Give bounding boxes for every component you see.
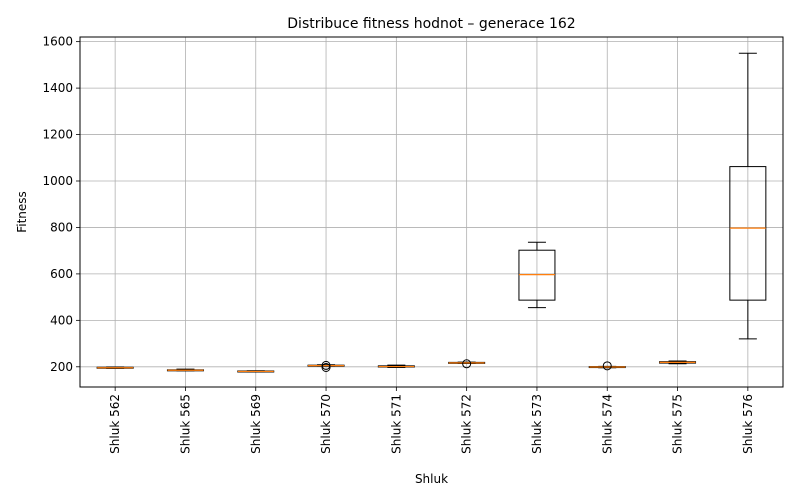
boxes: [96, 52, 767, 373]
box-2: [237, 370, 275, 373]
chart-title: Distribuce fitness hodnot – generace 162: [287, 16, 575, 32]
y-ticks: 200 400 600 800 1000 1200 1400 1600: [42, 35, 80, 374]
box-8: [659, 360, 697, 365]
x-axis-label: Shluk: [415, 472, 448, 486]
y-tick-label: 1600: [42, 35, 73, 49]
x-tick-label: Shluk 572: [460, 394, 474, 454]
outlier-point: [602, 361, 612, 371]
box-5: [448, 359, 486, 369]
x-tick-label: Shluk 565: [178, 394, 192, 454]
x-tick-label: Shluk 570: [319, 394, 333, 454]
x-ticks: Shluk 562 Shluk 565 Shluk 569 Shluk 570 Shlu…: [108, 387, 755, 454]
grid: [80, 37, 783, 387]
box-iqr: [729, 166, 767, 301]
x-tick-label: Shluk 576: [741, 394, 755, 454]
box-0: [96, 366, 134, 369]
x-tick-label: Shluk 571: [389, 394, 403, 454]
box-9: [729, 52, 767, 340]
y-tick-label: 600: [50, 267, 73, 281]
x-tick-label: Shluk 562: [108, 394, 122, 454]
y-tick-label: 200: [50, 360, 73, 374]
y-tick-label: 1000: [42, 174, 73, 188]
box-4: [377, 364, 415, 368]
y-axis-label: Fitness: [15, 191, 29, 233]
x-tick-label: Shluk 573: [530, 394, 544, 454]
plot-frame: [79, 36, 784, 388]
y-tick-label: 1400: [42, 81, 73, 95]
x-tick-label: Shluk 575: [671, 394, 685, 454]
box-3: [307, 360, 345, 372]
box-7: [588, 361, 626, 371]
outlier-point: [321, 362, 331, 372]
x-tick-label: Shluk 574: [600, 394, 614, 454]
y-tick-label: 400: [50, 313, 73, 327]
box-1: [166, 368, 204, 372]
x-tick-label: Shluk 569: [249, 394, 263, 454]
y-tick-label: 800: [50, 220, 73, 234]
outlier-point: [462, 359, 472, 369]
box-6: [518, 241, 556, 309]
outlier-point: [321, 360, 331, 370]
y-tick-label: 1200: [42, 128, 73, 142]
